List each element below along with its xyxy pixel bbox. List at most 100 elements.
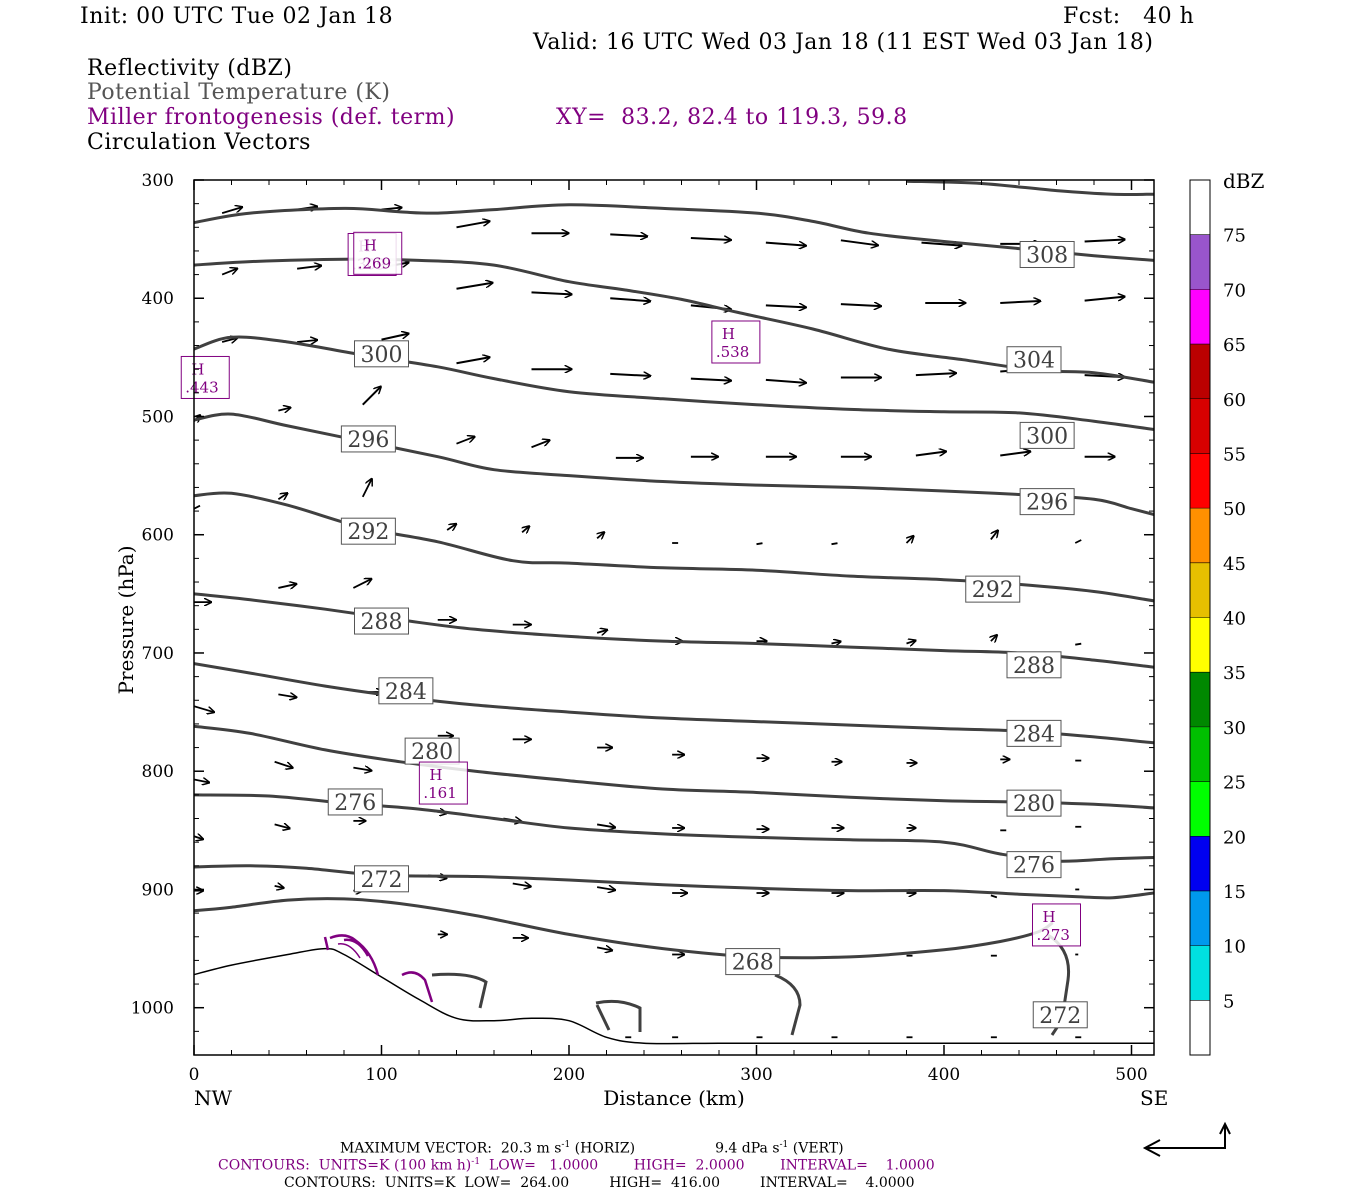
colorbar-swatch — [1190, 180, 1210, 235]
colorbar-swatch — [1190, 453, 1210, 509]
circulation-vector — [596, 947, 612, 950]
colorbar-tick-label: 30 — [1223, 718, 1246, 739]
theta-label: 296 — [347, 428, 389, 453]
frontogenesis-max-box — [1032, 903, 1081, 947]
circulation-vector — [1084, 239, 1125, 241]
theta-contour-308 — [194, 203, 1154, 262]
colorbar-tick-label: 25 — [1223, 773, 1246, 794]
theta-label-box — [725, 948, 781, 976]
theta-label: 292 — [347, 520, 389, 545]
valid-time: Valid: 16 UTC Wed 03 Jan 18 (11 EST Wed … — [533, 30, 1154, 55]
theta-label-box — [1019, 240, 1075, 268]
theta-label: 272 — [361, 868, 403, 893]
reference-vector-arrow — [1145, 1126, 1226, 1149]
circulation-vector — [1074, 539, 1082, 544]
frontogenesis-max-label: H — [429, 766, 442, 784]
circulation-vector — [915, 452, 946, 457]
colorbar-swatch — [1190, 1000, 1210, 1055]
frontogenesis-contour — [323, 934, 434, 1003]
footer-contours-frontogenesis: CONTOURS: UNITS=K (100 km h)-1 LOW= 1.00… — [218, 1157, 935, 1174]
circulation-vector — [1075, 642, 1082, 646]
circulation-vector — [596, 887, 615, 890]
circulation-vector — [991, 635, 997, 641]
theta-label: 288 — [361, 610, 403, 635]
circulation-vector — [531, 440, 550, 449]
theta-label: 280 — [1013, 792, 1055, 817]
frontogenesis-max-value: .269 — [358, 254, 391, 272]
reference-vector-head-vert — [1219, 1121, 1231, 1135]
circulation-vector — [194, 836, 203, 839]
theta-contour-268 — [194, 897, 1054, 960]
circulation-vector — [297, 340, 317, 342]
circulation-vector — [274, 760, 293, 768]
frontogenesis-max-label: H — [1043, 908, 1056, 926]
circulation-vector — [353, 768, 371, 771]
circulation-vector — [512, 884, 531, 887]
frontogenesis-contour — [337, 943, 361, 959]
x-tick-label: 100 — [365, 1065, 397, 1085]
colorbar-swatch — [1190, 945, 1210, 1001]
theta-label-box — [354, 865, 409, 893]
circulation-vector — [831, 642, 841, 644]
circulation-vector — [381, 334, 409, 341]
circulation-vector — [597, 532, 604, 538]
circulation-vector — [915, 373, 956, 375]
theta-label: 300 — [1026, 424, 1068, 449]
y-tick-label: 900 — [142, 880, 174, 900]
x-tick-label: 500 — [1115, 1065, 1147, 1085]
circulation-vector — [456, 357, 490, 365]
theta-label-box — [1032, 1001, 1088, 1029]
colorbar-swatch — [1190, 617, 1210, 673]
frontogenesis-max-box — [418, 761, 468, 805]
y-tick-label: 800 — [142, 762, 174, 782]
circulation-vector — [278, 694, 296, 697]
theta-label: 288 — [1013, 654, 1055, 679]
colorbar-swatch — [1190, 781, 1210, 837]
circulation-vector — [765, 380, 806, 383]
theta-contour-272 — [194, 864, 1154, 900]
circulation-vector — [194, 779, 209, 782]
circulation-vector — [840, 304, 881, 306]
title-frontogenesis: Miller frontogenesis (def. term) — [87, 105, 456, 130]
title-potential-temperature: Potential Temperature (K) — [87, 80, 391, 105]
theta-label-box — [1019, 488, 1075, 516]
theta-label: 280 — [411, 740, 453, 765]
x-tick-label: 400 — [928, 1065, 960, 1085]
circulation-vector — [277, 493, 287, 499]
colorbar-tick-label: 15 — [1223, 882, 1246, 903]
circulation-vector — [531, 292, 572, 294]
frontogenesis-max-value: .161 — [423, 784, 456, 802]
circulation-vector — [446, 524, 456, 530]
colorbar-tick-label: 70 — [1223, 280, 1246, 301]
plot-frame — [193, 179, 1155, 1056]
circulation-vector — [456, 283, 493, 290]
colorbar-swatch — [1190, 890, 1210, 946]
y-tick-label: 400 — [142, 289, 174, 309]
circulation-vector — [990, 530, 998, 541]
colorbar-swatch — [1190, 234, 1210, 290]
theta-label-box — [327, 788, 383, 816]
colorbar-tick-label: 40 — [1223, 609, 1246, 630]
x-tick-label: 0 — [189, 1065, 200, 1085]
forecast-hour: Fcst: 40 h — [1063, 4, 1195, 29]
x-axis-label: Distance (km) — [603, 1086, 745, 1110]
circulation-vector — [456, 221, 490, 229]
colorbar-swatch — [1190, 344, 1210, 399]
footer-contours-theta: CONTOURS: UNITS=K LOW= 264.00 HIGH= 416.… — [284, 1175, 915, 1191]
theta-label: 292 — [972, 578, 1014, 603]
colorbar-tick-label: 75 — [1223, 226, 1246, 247]
y-axis-label: Pressure (hPa) — [114, 546, 138, 695]
y-tick-label: 700 — [142, 644, 174, 664]
reflectivity-contour — [431, 933, 1071, 1036]
circulation-vector — [907, 536, 914, 543]
circulation-vector — [278, 408, 290, 411]
theta-label: 272 — [1039, 1004, 1081, 1029]
colorbar-tick-label: 35 — [1223, 663, 1246, 684]
circulation-vector — [361, 479, 372, 498]
colorbar-tick-label: 45 — [1223, 554, 1246, 575]
circulation-vector — [610, 374, 650, 376]
circulation-vector — [522, 526, 529, 532]
xy-label: XY= 83.2, 82.4 to 119.3, 59.8 — [556, 105, 908, 130]
colorbar-swatch — [1190, 289, 1210, 345]
